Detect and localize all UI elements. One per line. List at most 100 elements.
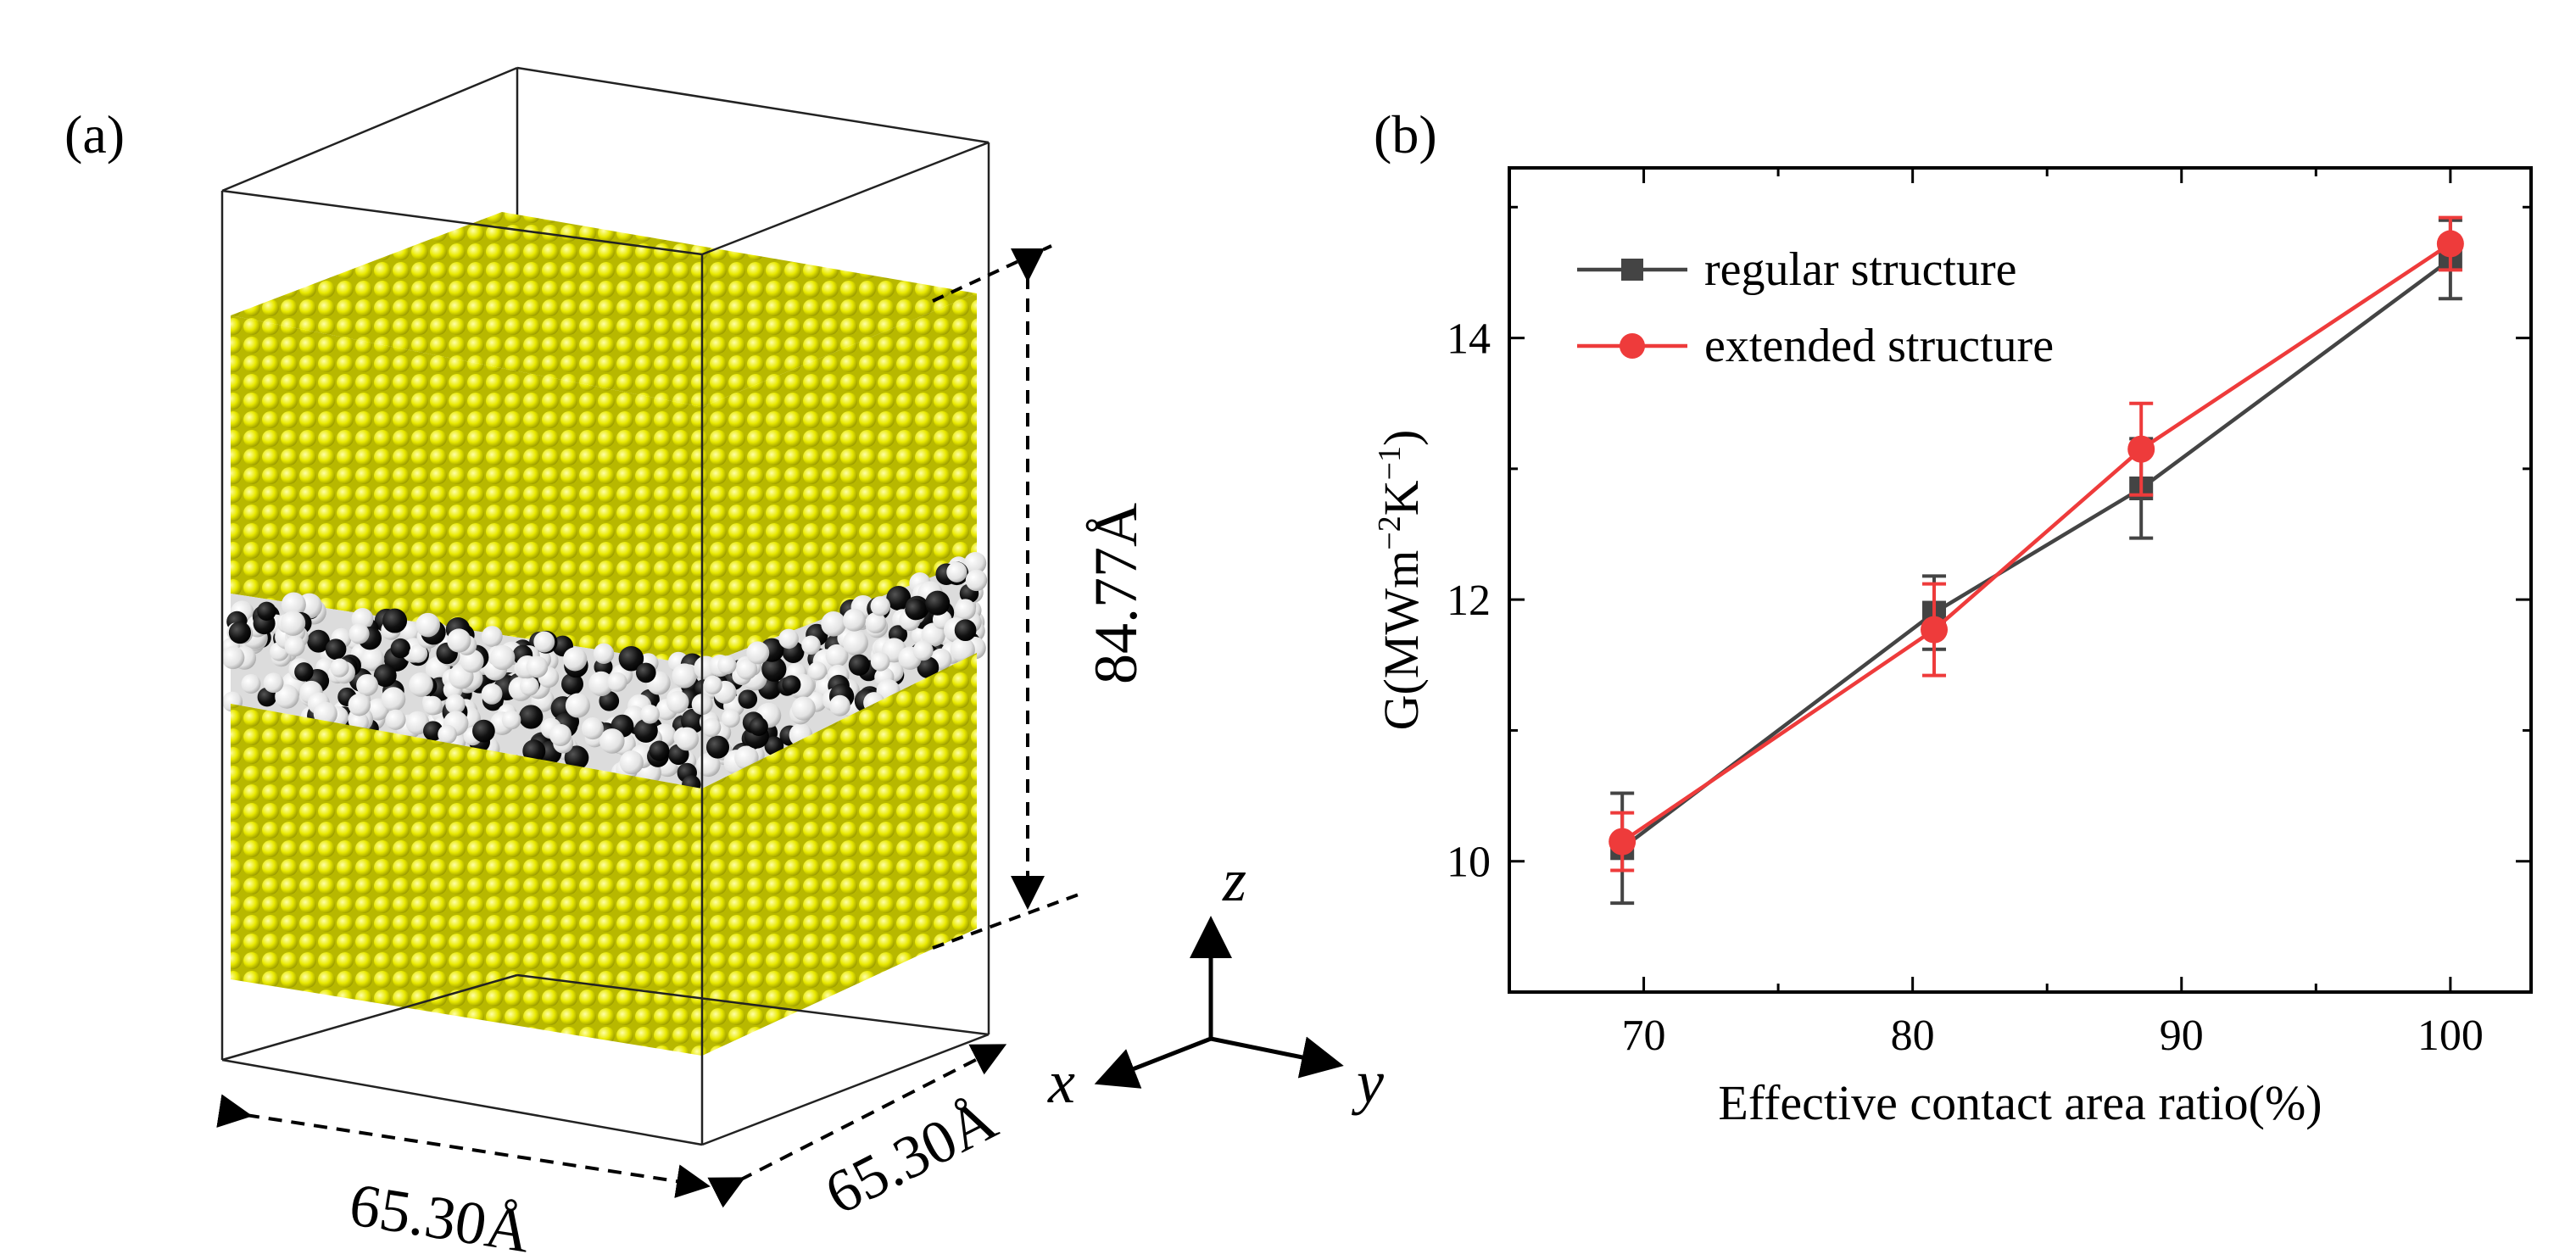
carbon-atom bbox=[373, 664, 397, 688]
carbon-atom bbox=[382, 608, 408, 633]
hydrogen-atom bbox=[791, 696, 816, 721]
gold-top-left-face bbox=[231, 315, 702, 666]
gold-bottom-left-face bbox=[231, 704, 702, 1056]
hydrogen-atom bbox=[409, 672, 433, 697]
y-tick-label: 10 bbox=[1447, 839, 1491, 887]
hydrogen-atom bbox=[721, 708, 740, 728]
hydrogen-atom bbox=[563, 647, 588, 672]
legend-marker bbox=[1621, 259, 1643, 281]
carbon-atom bbox=[681, 708, 705, 733]
carbon-atom bbox=[472, 719, 495, 743]
y-tick-label: 14 bbox=[1447, 315, 1491, 364]
hydrogen-atom bbox=[581, 717, 604, 740]
width-x-dimension bbox=[216, 1094, 711, 1198]
hydrogen-atom bbox=[381, 687, 406, 711]
carbon-atom bbox=[886, 585, 912, 611]
width-y-label: 65.30Å bbox=[815, 1084, 1007, 1227]
hydrogen-atom bbox=[640, 704, 660, 724]
legend-label: regular structure bbox=[1704, 243, 2016, 296]
hydrogen-atom bbox=[533, 631, 555, 653]
carbon-atom bbox=[561, 672, 583, 695]
hydrogen-atom bbox=[807, 661, 828, 681]
gold-bottom-right-face bbox=[702, 653, 977, 1056]
carbon-atom bbox=[307, 629, 331, 653]
x-axis-title: Effective contact area ratio(%) bbox=[1718, 1075, 2322, 1130]
panel-b-label: (b) bbox=[1374, 104, 1437, 164]
hydrogen-atom bbox=[843, 608, 866, 632]
carbon-atom bbox=[905, 599, 927, 621]
y-axis-title: G(MWm−2K−1) bbox=[1372, 430, 1429, 731]
carbon-atom bbox=[390, 638, 410, 659]
hydrogen-atom bbox=[438, 724, 457, 744]
hydrogen-atom bbox=[385, 709, 406, 730]
hydrogen-atom bbox=[409, 644, 428, 663]
hydrogen-atom bbox=[703, 675, 722, 694]
gold-top-right-face bbox=[702, 293, 977, 666]
hydrogen-atom bbox=[481, 626, 503, 647]
hydrogen-atom bbox=[241, 674, 261, 694]
hydrogen-atom bbox=[313, 701, 337, 726]
carbon-atom bbox=[564, 745, 589, 771]
hydrogen-atom bbox=[281, 592, 306, 617]
carbon-atom bbox=[749, 716, 768, 737]
legend: regular structure extended structure bbox=[1577, 243, 2054, 372]
hydrogen-atom bbox=[481, 683, 503, 705]
panel-b: (b) 70 80 90 100 10 12 14 Effective contact are… bbox=[1372, 104, 2533, 1130]
hydrogen-atom bbox=[599, 728, 625, 754]
x-tick-label: 70 bbox=[1622, 1012, 1666, 1060]
series-line bbox=[1620, 242, 2452, 844]
data-point bbox=[1921, 616, 1949, 644]
carbon-atom bbox=[325, 638, 347, 661]
carbon-atom bbox=[925, 590, 951, 616]
hydrogen-atom bbox=[330, 658, 349, 677]
x-tick-label: 90 bbox=[2160, 1012, 2204, 1060]
data-point bbox=[1609, 828, 1636, 856]
hydrogen-atom bbox=[801, 635, 821, 655]
gold-slab-top bbox=[231, 212, 977, 666]
carbon-atom bbox=[782, 675, 801, 694]
hydrogen-atom bbox=[701, 717, 722, 738]
hydrogen-atom bbox=[675, 727, 700, 751]
hydrogen-atom bbox=[865, 612, 887, 633]
hydrogen-atom bbox=[280, 610, 306, 636]
simulation-box-front bbox=[220, 141, 990, 1146]
carbon-atom bbox=[257, 601, 276, 622]
carbon-atom bbox=[917, 656, 940, 679]
data-point bbox=[2127, 435, 2155, 463]
hydrogen-atom bbox=[736, 658, 758, 680]
hydrogen-atom bbox=[619, 750, 644, 775]
hydrogen-atom bbox=[221, 646, 245, 670]
hydrogen-atom bbox=[963, 551, 987, 575]
hydrogen-atom bbox=[588, 671, 614, 697]
chart: 70 80 90 100 10 12 14 Effective contact area ra… bbox=[1372, 166, 2533, 1130]
hydrogen-atom bbox=[445, 694, 466, 715]
hydrogen-atom bbox=[946, 561, 967, 583]
hydrogen-atom bbox=[954, 599, 976, 621]
hydrogen-atom bbox=[829, 694, 850, 716]
hydrogen-atom bbox=[447, 628, 471, 653]
hydrogen-atom bbox=[489, 644, 516, 671]
x-tick-label: 100 bbox=[2417, 1012, 2484, 1060]
hydrogen-atom bbox=[825, 644, 849, 667]
hydrogen-atom bbox=[263, 672, 284, 694]
hydrogen-atom bbox=[717, 655, 737, 675]
z-axis-label: z bbox=[1222, 846, 1246, 914]
x-axis-label: x bbox=[1047, 1048, 1075, 1116]
carbon-atom bbox=[761, 656, 787, 682]
hydrogen-atom bbox=[415, 612, 440, 638]
hydrogen-atom bbox=[672, 663, 697, 689]
width-x-label: 65.30Å bbox=[345, 1170, 535, 1260]
carbon-atom bbox=[519, 705, 544, 729]
hydrogen-atom bbox=[870, 651, 890, 672]
legend-label: extended structure bbox=[1704, 320, 2054, 372]
carbon-atom bbox=[635, 662, 656, 683]
carbon-atom bbox=[848, 654, 870, 676]
hydrogen-atom bbox=[423, 695, 443, 716]
hydrogen-atom bbox=[348, 693, 371, 716]
coordinate-axes bbox=[1094, 916, 1344, 1089]
series-line bbox=[1620, 258, 2452, 850]
data-point bbox=[2436, 230, 2464, 258]
hydrogen-atom bbox=[593, 643, 615, 664]
hydrogen-atom bbox=[607, 672, 627, 692]
